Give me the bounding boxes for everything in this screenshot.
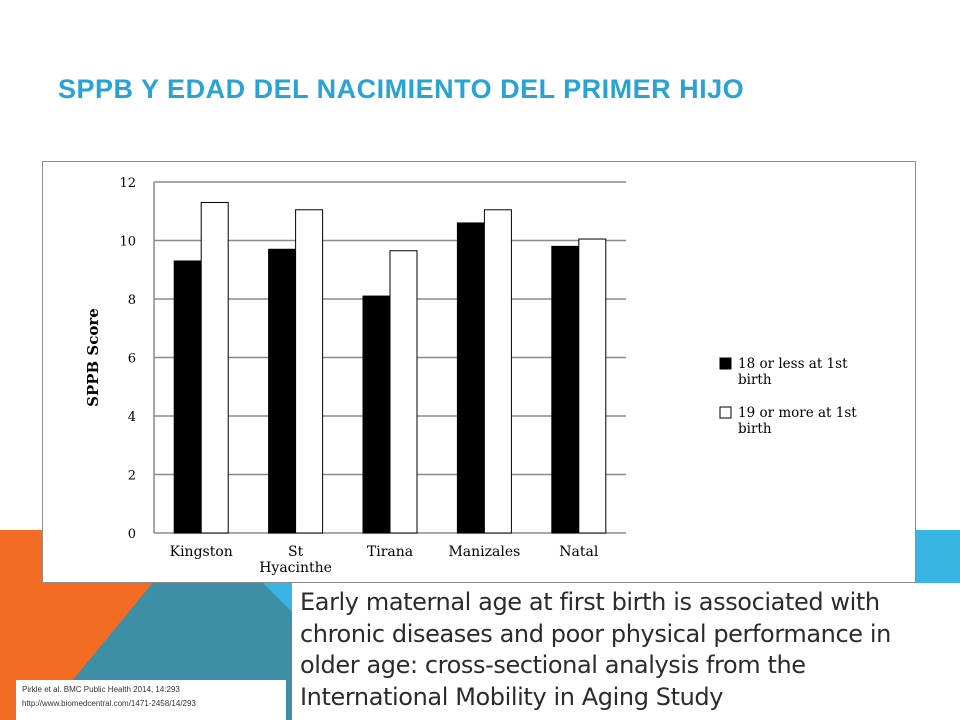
legend-label-0: 18 or less at 1st — [738, 356, 848, 372]
x-tick-label: St — [288, 544, 304, 560]
citation-reference: Pirkle et al. BMC Public Health 2014, 14… — [22, 685, 180, 694]
bar-late-0 — [200, 201, 229, 534]
bar-late-3 — [483, 209, 512, 534]
x-tick-label: Hyacinthe — [259, 560, 332, 576]
y-tick-label: 4 — [128, 410, 136, 425]
bar-early-4 — [551, 245, 580, 534]
slide-title: SPPB Y EDAD DEL NACIMIENTO DEL PRIMER HI… — [58, 74, 745, 104]
y-tick-label: 6 — [128, 352, 136, 367]
legend-swatch-0 — [719, 357, 732, 370]
x-tick-label: Natal — [559, 544, 599, 560]
paper-title: Early maternal age at first birth is ass… — [300, 588, 891, 711]
bar-late-4 — [578, 238, 607, 534]
bar-early-0 — [173, 260, 202, 534]
chart-frame: 0 2 4 6 8 10 12 SPPB Score Kingston St Hyacinthe Ti… — [42, 161, 916, 583]
legend-label-1: birth — [738, 421, 772, 437]
y-tick-label: 10 — [119, 235, 136, 250]
bar-early-1 — [268, 248, 297, 534]
y-tick-label: 12 — [119, 176, 136, 191]
legend-label-0: birth — [738, 372, 772, 388]
bar-late-1 — [295, 209, 324, 534]
y-tick-label: 2 — [128, 469, 136, 484]
legend-swatch-1 — [719, 406, 732, 419]
citation-box: Pirkle et al. BMC Public Health 2014, 14… — [16, 680, 286, 720]
bar-early-2 — [362, 295, 391, 534]
y-tick-label: 0 — [128, 527, 136, 542]
bar-late-2 — [389, 250, 418, 534]
y-axis-label: SPPB Score — [84, 308, 102, 407]
legend-label-1: 19 or more at 1st — [738, 405, 857, 421]
paper-title-box: Early maternal age at first birth is ass… — [292, 583, 960, 720]
y-tick-label: 8 — [128, 293, 136, 308]
x-tick-label: Tirana — [367, 544, 413, 560]
bar-early-3 — [456, 222, 485, 534]
x-tick-label: Kingston — [170, 544, 233, 560]
x-tick-label: Manizales — [448, 544, 520, 560]
citation-url: http://www.biomedcentral.com/1471-2458/1… — [22, 699, 196, 708]
